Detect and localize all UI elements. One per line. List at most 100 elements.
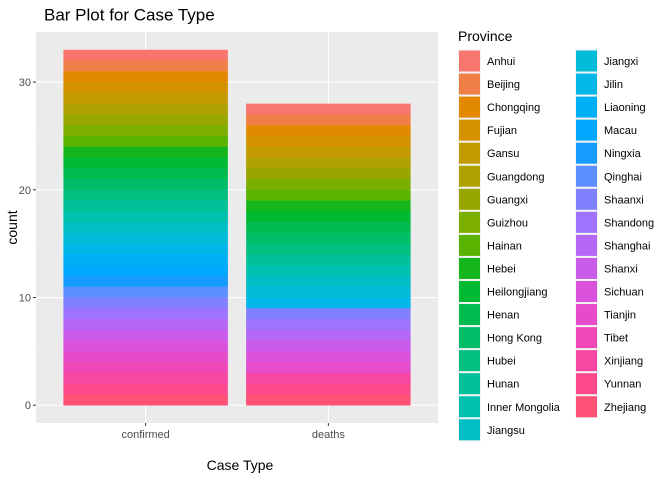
- bar-segment-confirmed-ningxia: [63, 275, 228, 288]
- legend-swatch-hebei: [459, 257, 480, 279]
- bar-segment-confirmed-shanghai: [63, 319, 228, 331]
- bar-segment-confirmed-guangxi: [63, 114, 228, 126]
- legend-label: Zhejiang: [604, 402, 646, 414]
- bar-segment-deaths-anhui: [246, 103, 411, 115]
- legend-swatch-heilongjiang: [459, 281, 480, 302]
- legend-swatch-shaanxi: [576, 188, 597, 210]
- legend-swatch-yunnan: [576, 373, 597, 395]
- legend-label: Jiangsu: [487, 425, 525, 437]
- bar-segment-confirmed-guizhou: [63, 125, 228, 137]
- bar-segment-confirmed-gansu: [63, 92, 228, 104]
- legend-swatch-shandong: [576, 211, 597, 233]
- legend-title: Province: [458, 28, 513, 44]
- bar-segment-confirmed-shandong: [63, 308, 228, 320]
- bar-segment-deaths-shanghai: [246, 329, 411, 341]
- legend-swatch-tianjin: [576, 304, 597, 326]
- bar-segment-confirmed-zhejiang: [63, 394, 228, 406]
- legend-label: Hainan: [487, 240, 522, 252]
- bar-segment-confirmed-guangdong: [63, 103, 228, 115]
- legend-swatch-jiangxi: [576, 50, 597, 72]
- bar-segment-deaths-inner-mongolia: [246, 265, 411, 277]
- y-tick-label: 20: [19, 185, 31, 197]
- y-axis: 0 10 20 30: [19, 77, 36, 412]
- bars: [63, 49, 411, 406]
- legend-label: Henan: [487, 310, 519, 322]
- bar-segment-deaths-zhejiang: [246, 394, 411, 406]
- legend-label: Beijing: [487, 79, 520, 91]
- legend-label: Fujian: [487, 125, 517, 137]
- bar-segment-confirmed-heilongjiang: [63, 157, 228, 169]
- legend-label: Shanghai: [604, 240, 651, 252]
- legend-label: Xinjiang: [604, 356, 643, 368]
- legend-swatch-hubei: [459, 350, 480, 372]
- bar-segment-deaths-heilongjiang: [246, 211, 411, 223]
- y-tick-label: 0: [25, 400, 31, 412]
- bar-segment-deaths-beijing: [246, 114, 411, 126]
- bar-segment-deaths-jiangxi: [246, 286, 411, 298]
- legend-swatch-inner-mongolia: [459, 396, 480, 418]
- legend: Anhui Beijing Chongqing Fujian Gansu Guangdon…: [458, 49, 654, 442]
- bar-segment-confirmed-jiangxi: [63, 232, 228, 244]
- legend-label: Tibet: [604, 333, 628, 345]
- legend-label: Anhui: [487, 56, 515, 68]
- bar-segment-confirmed-inner-mongolia: [63, 211, 228, 223]
- bar-segment-confirmed-beijing: [63, 60, 228, 72]
- bar-segment-deaths-shandong: [246, 319, 411, 331]
- legend-swatch-shanxi: [576, 257, 597, 279]
- bar-segment-confirmed-qinghai: [63, 286, 228, 298]
- legend-label: Shandong: [604, 217, 654, 229]
- bar-segment-deaths-shaanxi: [246, 308, 411, 320]
- bar-segment-deaths-hong-kong: [246, 232, 411, 244]
- legend-swatch-macau: [576, 119, 597, 141]
- bar-segment-deaths-chongqing: [246, 125, 411, 137]
- bar-segment-deaths-fujian: [246, 135, 411, 148]
- legend-swatch-liaoning: [576, 96, 597, 118]
- legend-swatch-xinjiang: [576, 350, 597, 372]
- legend-label: Inner Mongolia: [487, 402, 561, 414]
- chart-title: Bar Plot for Case Type: [44, 6, 215, 25]
- bar-segment-confirmed-tibet: [63, 362, 228, 374]
- bar-segment-confirmed-hubei: [63, 189, 228, 201]
- legend-label: Gansu: [487, 148, 519, 160]
- legend-label: Tianjin: [604, 310, 636, 322]
- legend-label: Jiangxi: [604, 56, 638, 68]
- bar-segment-confirmed-henan: [63, 168, 228, 180]
- x-tick-label-deaths: deaths: [312, 429, 346, 441]
- bar-segment-confirmed-jilin: [63, 243, 228, 255]
- y-axis-title: count: [4, 210, 20, 244]
- legend-swatch-hainan: [459, 234, 480, 256]
- legend-label: Qinghai: [604, 171, 642, 183]
- bar-segment-confirmed-fujian: [63, 82, 228, 94]
- legend-swatch-fujian: [459, 119, 480, 141]
- y-tick-label: 30: [19, 77, 31, 89]
- x-axis-title: Case Type: [207, 457, 274, 473]
- bar-segment-confirmed-sichuan: [63, 340, 228, 352]
- legend-swatch-gansu: [459, 142, 480, 164]
- legend-swatch-hunan: [459, 373, 480, 395]
- legend-swatch-chongqing: [459, 96, 480, 118]
- bar-segment-deaths-yunnan: [246, 383, 411, 395]
- bar-segment-confirmed-hainan: [63, 135, 228, 148]
- bar-segment-deaths-jiangsu: [246, 275, 411, 288]
- legend-swatch-tibet: [576, 327, 597, 349]
- bar-segment-deaths-shanxi: [246, 340, 411, 352]
- legend-label: Sichuan: [604, 287, 644, 299]
- legend-swatch-henan: [459, 304, 480, 326]
- legend-label: Chongqing: [487, 102, 540, 114]
- legend-swatch-sichuan: [576, 281, 597, 302]
- bar-segment-confirmed-liaoning: [63, 254, 228, 266]
- legend-swatch-hong-kong: [459, 327, 480, 349]
- legend-swatch-jiangsu: [459, 419, 480, 441]
- legend-label: Shaanxi: [604, 194, 644, 206]
- legend-label: Yunnan: [604, 379, 641, 391]
- legend-label: Ningxia: [604, 148, 642, 160]
- legend-label: Liaoning: [604, 102, 646, 114]
- bar-segment-confirmed-hebei: [63, 146, 228, 158]
- legend-label: Jilin: [604, 79, 623, 91]
- bar-segment-deaths-tianjin: [246, 362, 411, 374]
- bar-segment-confirmed-yunnan: [63, 383, 228, 395]
- bar-segment-confirmed-xinjiang: [63, 372, 228, 384]
- bar-segment-confirmed-chongqing: [63, 71, 228, 83]
- legend-swatch-qinghai: [576, 165, 597, 187]
